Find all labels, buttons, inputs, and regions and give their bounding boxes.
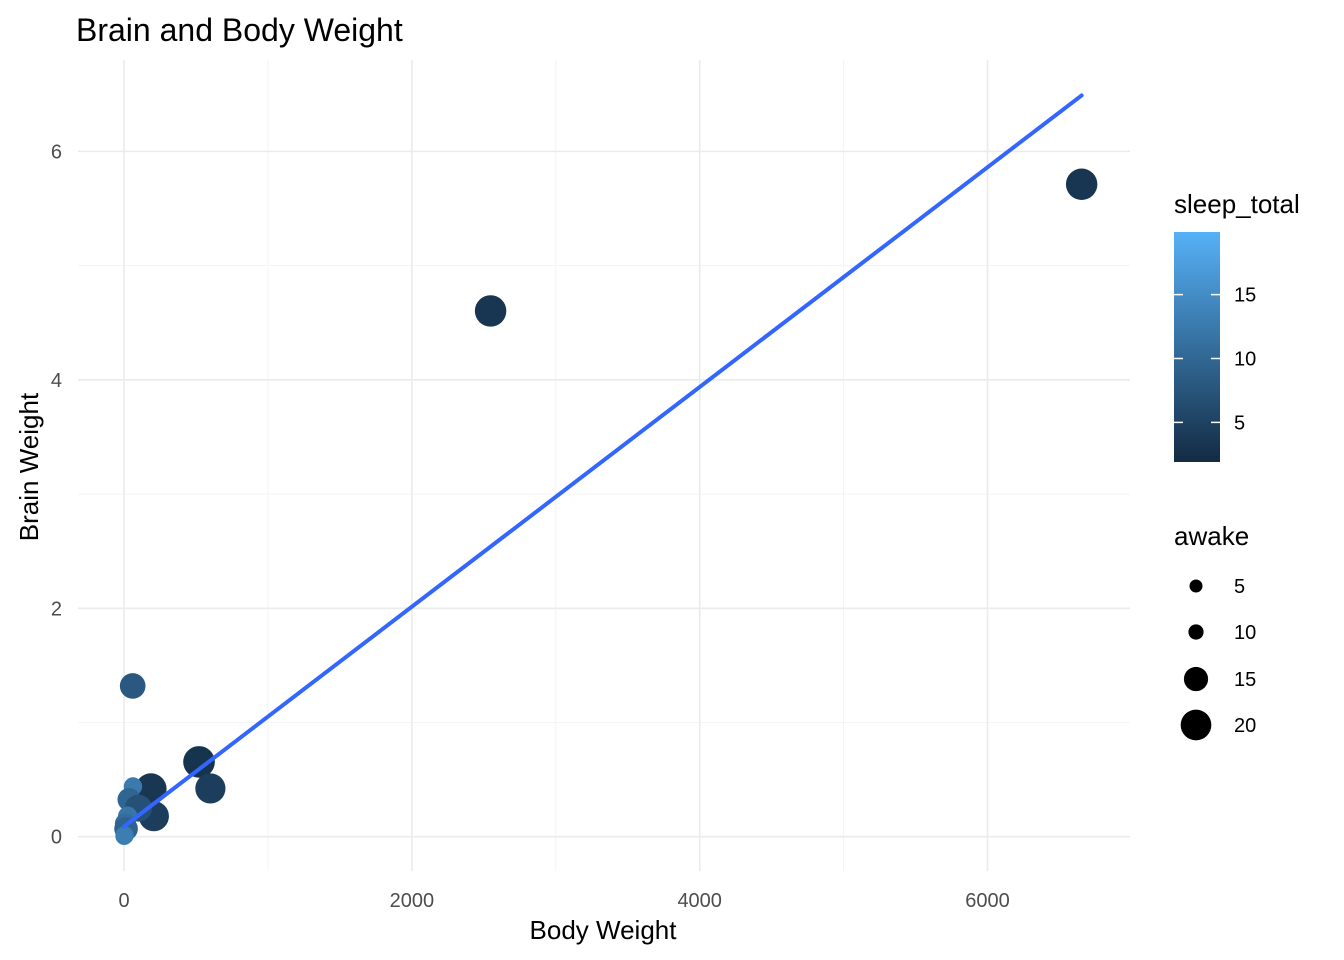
x-tick-label: 6000 [965, 890, 1010, 912]
x-tick-label: 2000 [390, 890, 435, 912]
y-tick-label: 0 [51, 827, 62, 849]
y-tick-label: 6 [51, 141, 62, 163]
color-bar [1174, 232, 1220, 462]
data-point [115, 827, 133, 845]
size-legend-key [1188, 624, 1204, 640]
data-point [183, 746, 215, 778]
y-tick-label: 2 [51, 598, 62, 620]
chart-title: Brain and Body Weight [76, 12, 403, 48]
data-points [114, 168, 1098, 845]
size-legend-label: 10 [1234, 622, 1256, 644]
color-legend: sleep_total 5 10 15 [1174, 189, 1300, 462]
color-legend-title: sleep_total [1174, 189, 1300, 219]
color-bar-ticks: 5 10 15 [1174, 285, 1256, 434]
x-tick-label: 0 [118, 890, 129, 912]
x-axis-title: Body Weight [530, 915, 678, 945]
size-legend-keys: 5 10 15 20 [1180, 576, 1256, 741]
size-legend-key [1189, 579, 1203, 593]
color-bar-label: 5 [1234, 412, 1245, 434]
size-legend-label: 20 [1234, 715, 1256, 737]
y-tick-label: 4 [51, 370, 62, 392]
size-legend: awake 5 10 15 20 [1174, 521, 1256, 741]
size-legend-label: 15 [1234, 669, 1256, 691]
y-axis-title: Brain Weight [14, 392, 44, 541]
x-axis-ticks: 0 2000 4000 6000 [118, 890, 1009, 912]
size-legend-key [1183, 666, 1209, 692]
grid [78, 60, 1130, 871]
x-tick-label: 4000 [677, 890, 722, 912]
color-bar-label: 10 [1234, 349, 1256, 371]
size-legend-label: 5 [1234, 576, 1245, 598]
data-point [119, 673, 146, 699]
data-point [474, 295, 507, 327]
regression-line [122, 93, 1084, 829]
size-legend-title: awake [1174, 521, 1249, 551]
data-point [1065, 168, 1098, 201]
y-axis-ticks: 0 2 4 6 [51, 141, 62, 848]
data-point [195, 773, 226, 804]
size-legend-key [1180, 709, 1212, 741]
color-bar-label: 15 [1234, 285, 1256, 307]
